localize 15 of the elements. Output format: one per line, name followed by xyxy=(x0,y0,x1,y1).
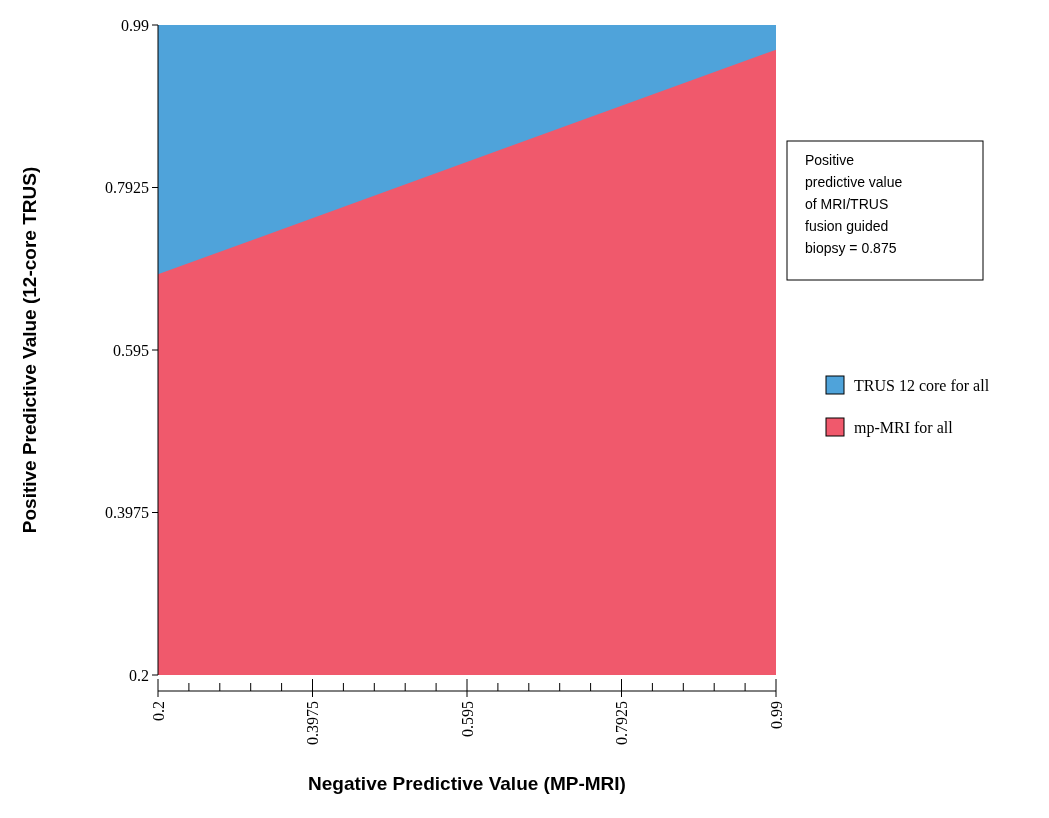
x-axis-title: Negative Predictive Value (MP-MRI) xyxy=(308,773,626,794)
y-tick-label: 0.7925 xyxy=(105,179,149,197)
text: mp-MRI for all xyxy=(854,418,954,437)
x-tick-label: 0.7925 xyxy=(613,701,631,745)
x-tick-label: 0.595 xyxy=(458,701,476,737)
x-tick-label: 0.3975 xyxy=(304,701,322,745)
y-tick-label: 0.2 xyxy=(129,666,149,684)
y-tick-label: 0.99 xyxy=(121,16,149,34)
x-tick-label: 0.2 xyxy=(149,701,167,721)
y-tick-label: 0.595 xyxy=(113,341,149,359)
text: Positive predictive value of MRI/TRUS fusion guided biopsy = 0.875 xyxy=(805,152,903,256)
y-axis-title: Positive Predictive Value (12-core TRUS) xyxy=(19,166,40,534)
legend-label: TRUS 12 core for all xyxy=(854,376,990,394)
x-tick-label: 0.99 xyxy=(767,701,785,729)
y-tick-label: 0.3975 xyxy=(105,504,149,522)
